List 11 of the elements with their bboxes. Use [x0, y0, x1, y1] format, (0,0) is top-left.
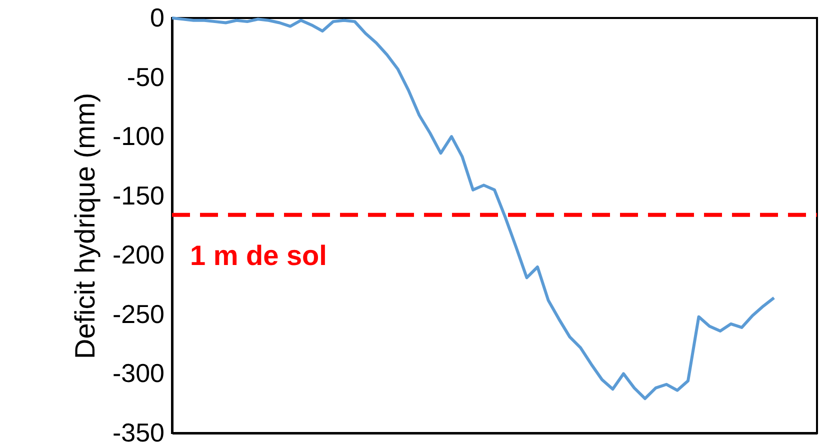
y-tick-label: -150 — [112, 180, 164, 210]
y-tick-label: 0 — [150, 2, 164, 32]
y-tick-label: -100 — [112, 121, 164, 152]
y-axis-title: Deficit hydrique (mm) — [69, 92, 100, 360]
ref-line-label: 1 m de sol — [190, 240, 327, 271]
y-tick-label: -50 — [126, 62, 164, 92]
y-tick-label: -200 — [112, 240, 164, 270]
y-tick-label: -250 — [112, 298, 164, 329]
y-tick-label: -300 — [112, 358, 164, 388]
y-tick-label: -350 — [112, 418, 164, 445]
line-series — [170, 16, 776, 400]
